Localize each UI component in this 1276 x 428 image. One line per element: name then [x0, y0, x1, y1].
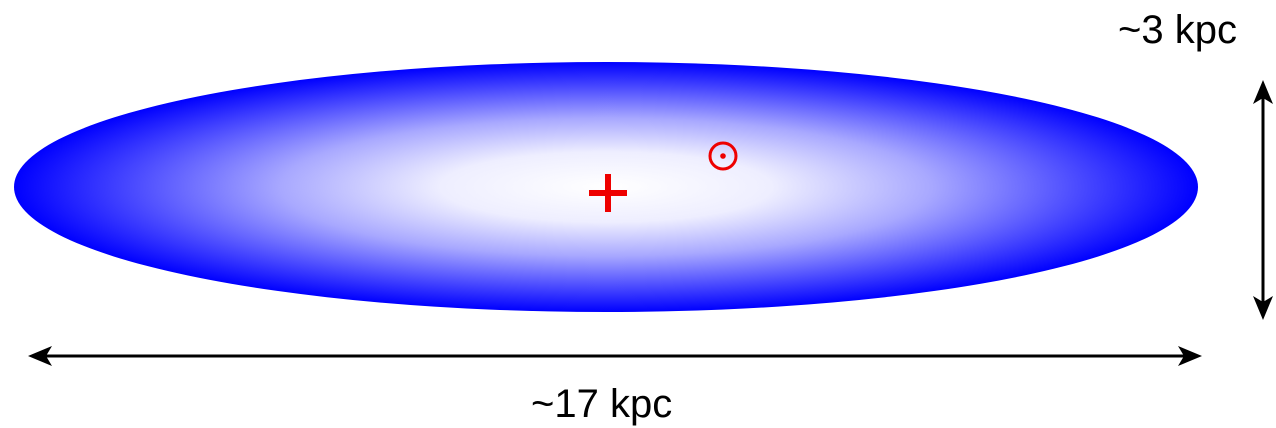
horizontal-dimension-arrow	[28, 346, 1202, 366]
sun-symbol-icon	[708, 141, 738, 171]
vertical-dimension-arrow	[1253, 80, 1273, 320]
width-label: ~17 kpc	[531, 382, 673, 426]
height-label: ~3 kpc	[1118, 8, 1237, 52]
plus-icon	[589, 174, 627, 212]
